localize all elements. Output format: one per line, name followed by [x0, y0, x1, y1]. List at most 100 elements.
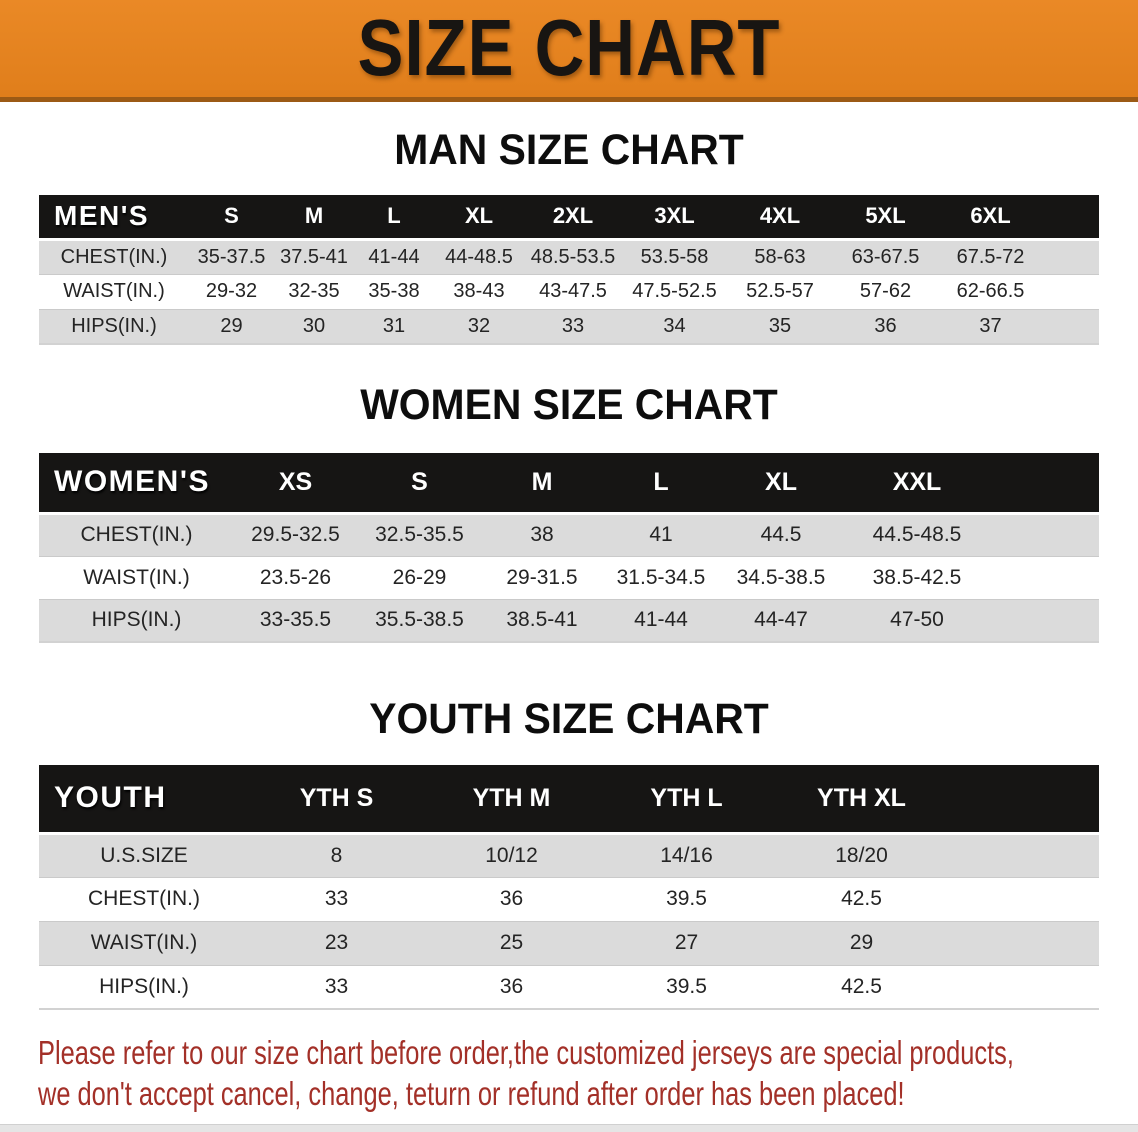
size-value-cell: 38-43: [453, 280, 505, 302]
row-label: WAIST(IN.): [39, 920, 249, 966]
header-filler: [992, 453, 1099, 515]
youth-size-chart-heading: YOUTH SIZE CHART: [369, 695, 769, 743]
size-value-cell: 18/20: [774, 832, 949, 878]
column-header: 2XL: [524, 195, 622, 241]
size-value-cell: 36: [499, 974, 524, 998]
row-filler: [992, 598, 1099, 643]
women-size-chart-heading: WOMEN SIZE CHART: [360, 381, 778, 429]
size-value-cell: 44.5-48.5: [842, 512, 992, 557]
row-filler: [1043, 274, 1099, 309]
banner-title: SIZE CHART: [357, 4, 781, 93]
size-value-cell: 14/16: [599, 832, 774, 878]
row-label: CHEST(IN.): [39, 238, 189, 275]
table-row: WAIST(IN.) 23.5-26 26-29 29-31.5 31.5-34.5 34…: [39, 556, 1099, 599]
size-value-cell: 53.5-58: [622, 238, 727, 275]
table-corner-label: MEN'S: [39, 195, 189, 241]
table-header-row: WOMEN'S XS S M L XL XXL: [39, 453, 1099, 515]
size-value-cell: 8: [249, 832, 424, 878]
size-value-cell: 29.5-32.5: [234, 512, 357, 557]
row-label: HIPS(IN.): [99, 974, 189, 998]
size-value-cell: 35-38: [368, 280, 420, 302]
size-value-cell: 35.5-38.5: [357, 598, 482, 643]
size-value-cell: 39.5: [666, 974, 707, 998]
size-value-cell: 63-67.5: [833, 238, 938, 275]
size-value-cell: 52.5-57: [746, 280, 814, 302]
table-row: WAIST(IN.) 29-32 32-35 35-38 38-43 43-47.5 47.…: [39, 274, 1099, 309]
column-header: M: [274, 195, 354, 241]
size-value-cell: 23.5-26: [259, 565, 332, 589]
size-value-cell: 32-35: [288, 280, 340, 302]
size-value-cell: 38: [482, 512, 602, 557]
size-value-cell: 27: [599, 920, 774, 966]
size-value-cell: 47.5-52.5: [632, 280, 717, 302]
table-row: CHEST(IN.) 29.5-32.5 32.5-35.5 38 41 44.5 44.5…: [39, 512, 1099, 557]
disclaimer: Please refer to our size chart before or…: [0, 1032, 1138, 1114]
table-row: CHEST(IN.) 35-37.5 37.5-41 41-44 44-48.5 48.5…: [39, 238, 1099, 275]
size-value-cell: 35-37.5: [189, 238, 274, 275]
size-value-cell: 29-31.5: [506, 565, 578, 589]
size-value-cell: 41-44: [354, 238, 434, 275]
row-label: HIPS(IN.): [39, 598, 234, 643]
size-value-cell: 37.5-41: [274, 238, 354, 275]
column-header: 5XL: [833, 195, 938, 241]
disclaimer-line-1: Please refer to our size chart before or…: [38, 1034, 1014, 1071]
size-value-cell: 10/12: [424, 832, 599, 878]
row-filler: [949, 832, 1099, 878]
table-corner-label: YOUTH: [39, 765, 249, 835]
size-value-cell: 32.5-35.5: [357, 512, 482, 557]
size-value-cell: 35: [727, 308, 833, 345]
size-value-cell: 41-44: [602, 598, 720, 643]
size-value-cell: 33: [324, 887, 349, 910]
row-filler: [992, 556, 1099, 599]
women-size-section: WOMEN SIZE CHART WOMEN'S XS S M L XL XXL CHEST(…: [0, 345, 1138, 643]
size-value-cell: 31: [354, 308, 434, 345]
youth-size-table: YOUTH YTH S YTH M YTH L YTH XL U.S.SIZE 8 10/12…: [39, 765, 1099, 1010]
men-size-section: MAN SIZE CHART MEN'S S M L XL 2XL 3XL 4XL 5XL 6XL…: [0, 102, 1138, 345]
size-value-cell: 36: [833, 308, 938, 345]
header-filler: [949, 765, 1099, 835]
column-header: XXL: [842, 453, 992, 515]
size-value-cell: 29-32: [205, 280, 258, 302]
size-value-cell: 42.5: [841, 887, 882, 910]
size-value-cell: 48.5-53.5: [524, 238, 622, 275]
size-value-cell: 58-63: [727, 238, 833, 275]
table-row: WAIST(IN.) 23 25 27 29: [39, 920, 1099, 966]
size-value-cell: 42.5: [841, 974, 882, 998]
women-size-table: WOMEN'S XS S M L XL XXL CHEST(IN.) 29.5-32.5 32.5…: [39, 453, 1099, 643]
column-header: S: [357, 453, 482, 515]
row-label: CHEST(IN.): [88, 887, 200, 910]
size-value-cell: 43-47.5: [539, 280, 607, 302]
size-value-cell: 33: [524, 308, 622, 345]
column-header: YTH XL: [774, 765, 949, 835]
table-row: HIPS(IN.) 33-35.5 35.5-38.5 38.5-41 41-44 44-…: [39, 598, 1099, 643]
row-label: CHEST(IN.): [39, 512, 234, 557]
row-label: HIPS(IN.): [39, 308, 189, 345]
column-header: XL: [434, 195, 524, 241]
table-row: HIPS(IN.) 29 30 31 32 33 34 35 36 37: [39, 308, 1099, 345]
table-header-row: MEN'S S M L XL 2XL 3XL 4XL 5XL 6XL: [39, 195, 1099, 241]
size-value-cell: 31.5-34.5: [616, 565, 706, 589]
table-corner-label: WOMEN'S: [39, 453, 234, 515]
table-row: HIPS(IN.) 33 36 39.5 42.5: [39, 965, 1099, 1009]
men-size-table: MEN'S S M L XL 2XL 3XL 4XL 5XL 6XL CHEST(IN.) 35-37…: [39, 195, 1099, 345]
column-header: 6XL: [938, 195, 1043, 241]
size-value-cell: 33-35.5: [234, 598, 357, 643]
column-header: 3XL: [622, 195, 727, 241]
size-value-cell: 38.5-42.5: [872, 565, 962, 589]
column-header: S: [189, 195, 274, 241]
row-filler: [1043, 238, 1099, 275]
column-header: L: [354, 195, 434, 241]
size-value-cell: 37: [938, 308, 1043, 345]
size-value-cell: 62-66.5: [956, 280, 1025, 302]
header-filler: [1043, 195, 1099, 241]
size-value-cell: 57-62: [859, 280, 912, 302]
row-filler: [949, 965, 1099, 1009]
size-value-cell: 44.5: [720, 512, 842, 557]
row-label: WAIST(IN.): [83, 565, 190, 589]
column-header: M: [482, 453, 602, 515]
size-value-cell: 44-48.5: [434, 238, 524, 275]
column-header: YTH S: [249, 765, 424, 835]
column-header: XL: [720, 453, 842, 515]
size-value-cell: 30: [274, 308, 354, 345]
men-size-chart-heading: MAN SIZE CHART: [394, 126, 744, 174]
